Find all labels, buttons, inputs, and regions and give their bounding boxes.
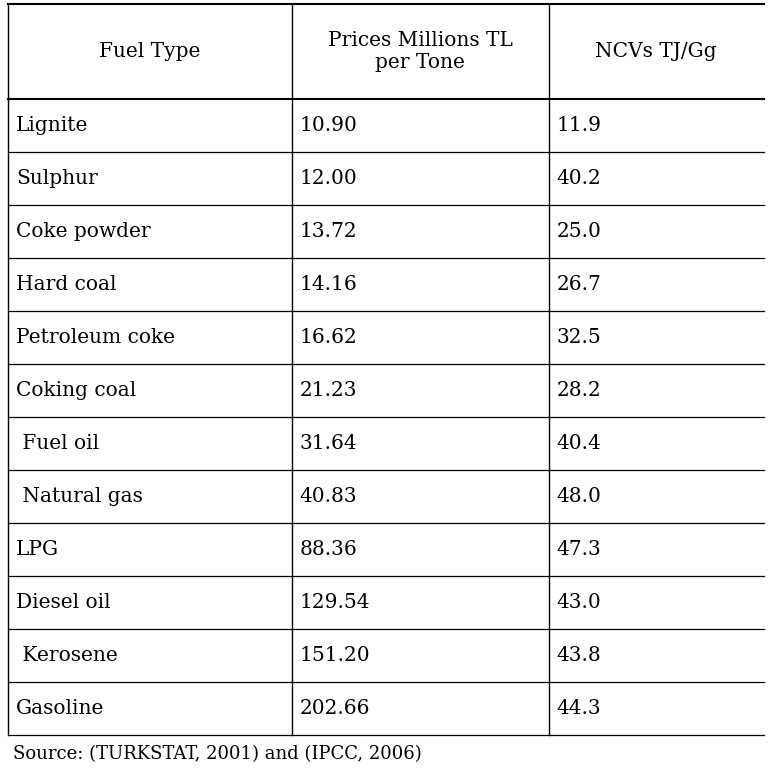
Text: 44.3: 44.3 — [557, 699, 601, 718]
Text: Coking coal: Coking coal — [16, 381, 136, 400]
Text: Hard coal: Hard coal — [16, 275, 117, 294]
Text: 202.66: 202.66 — [300, 699, 370, 718]
Text: 88.36: 88.36 — [300, 540, 357, 559]
Text: 14.16: 14.16 — [300, 275, 357, 294]
Text: Fuel oil: Fuel oil — [16, 434, 99, 453]
Text: LPG: LPG — [16, 540, 59, 559]
Text: 48.0: 48.0 — [557, 487, 601, 506]
Text: Natural gas: Natural gas — [16, 487, 143, 506]
Text: Gasoline: Gasoline — [16, 699, 104, 718]
Text: 129.54: 129.54 — [300, 593, 370, 612]
Text: 40.4: 40.4 — [557, 434, 601, 453]
Text: 25.0: 25.0 — [557, 222, 601, 241]
Text: NCVs TJ/Gg: NCVs TJ/Gg — [595, 42, 717, 61]
Text: Lignite: Lignite — [16, 116, 88, 135]
Text: 21.23: 21.23 — [300, 381, 357, 400]
Text: 40.83: 40.83 — [300, 487, 357, 506]
Text: 43.8: 43.8 — [557, 646, 601, 665]
Text: 40.2: 40.2 — [557, 169, 601, 188]
Text: Coke powder: Coke powder — [16, 222, 151, 241]
Text: 26.7: 26.7 — [557, 275, 601, 294]
Text: 12.00: 12.00 — [300, 169, 357, 188]
Text: 16.62: 16.62 — [300, 328, 357, 347]
Text: 11.9: 11.9 — [557, 116, 601, 135]
Text: Diesel oil: Diesel oil — [16, 593, 110, 612]
Text: 151.20: 151.20 — [300, 646, 370, 665]
Text: 31.64: 31.64 — [300, 434, 357, 453]
Text: 10.90: 10.90 — [300, 116, 357, 135]
Text: Kerosene: Kerosene — [16, 646, 118, 665]
Text: 32.5: 32.5 — [557, 328, 601, 347]
Text: Source: (TURKSTAT, 2001) and (IPCC, 2006): Source: (TURKSTAT, 2001) and (IPCC, 2006… — [13, 745, 422, 763]
Text: Petroleum coke: Petroleum coke — [16, 328, 175, 347]
Text: Prices Millions TL
per Tone: Prices Millions TL per Tone — [327, 31, 513, 72]
Text: Sulphur: Sulphur — [16, 169, 98, 188]
Text: 28.2: 28.2 — [557, 381, 601, 400]
Text: 13.72: 13.72 — [300, 222, 357, 241]
Text: Fuel Type: Fuel Type — [99, 42, 201, 61]
Text: 43.0: 43.0 — [557, 593, 601, 612]
Text: 47.3: 47.3 — [557, 540, 601, 559]
